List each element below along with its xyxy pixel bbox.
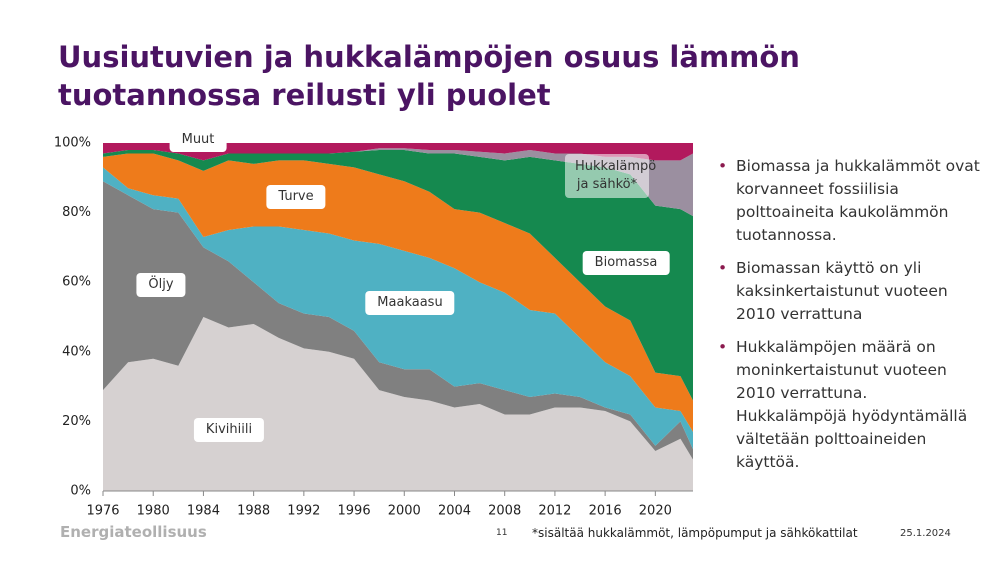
bullet: Biomassa ja hukkalämmöt ovat korvanneet … [712,155,982,247]
series-label: Öljy [136,273,186,297]
area [103,143,693,161]
x-tick-label: 2012 [538,504,571,519]
x-tick-label: 2020 [639,504,672,519]
page-number: 11 [496,528,508,538]
series-label: Hukkalämpö ja sähkö* [565,154,656,198]
x-tick-label: 1980 [137,504,170,519]
slide-title: Uusiutuvien ja hukkalämpöjen osuus lämmö… [58,40,800,112]
series-label: Turve [266,185,326,209]
series-label: Kivihiili [193,418,265,442]
x-tick-label: 2000 [388,504,421,519]
y-tick-label: 80% [62,205,91,220]
bullet-list: Biomassa ja hukkalämmöt ovat korvanneet … [712,155,982,484]
series-label: Maakaasu [365,291,455,315]
y-tick-label: 60% [62,275,91,290]
x-tick-label: 1996 [338,504,371,519]
area [103,149,693,401]
x-tick-label: 2004 [438,504,471,519]
area [103,181,693,460]
y-tick-label: 0% [70,484,91,499]
area [103,317,693,491]
bullet: Hukkalämpöjen määrä on moninkertaistunut… [712,336,982,474]
x-tick-label: 2008 [488,504,521,519]
y-tick-label: 40% [62,344,91,359]
series-label: Biomassa [582,251,670,275]
x-tick-label: 1976 [86,504,119,519]
y-tick-label: 20% [62,414,91,429]
x-tick-label: 1984 [187,504,220,519]
x-tick-label: 2016 [589,504,622,519]
date: 25.1.2024 [900,528,951,539]
area [103,153,693,432]
bullet: Biomassan käyttö on yli kaksinkertaistun… [712,257,982,326]
y-tick-label: 100% [54,136,91,151]
footnote: *sisältää hukkalämmöt, lämpöpumput ja sä… [532,526,858,540]
x-tick-label: 1988 [237,504,270,519]
x-tick-label: 1992 [287,504,320,519]
series-label: Muut [169,128,227,152]
logo: Energiateollisuus [60,523,207,541]
